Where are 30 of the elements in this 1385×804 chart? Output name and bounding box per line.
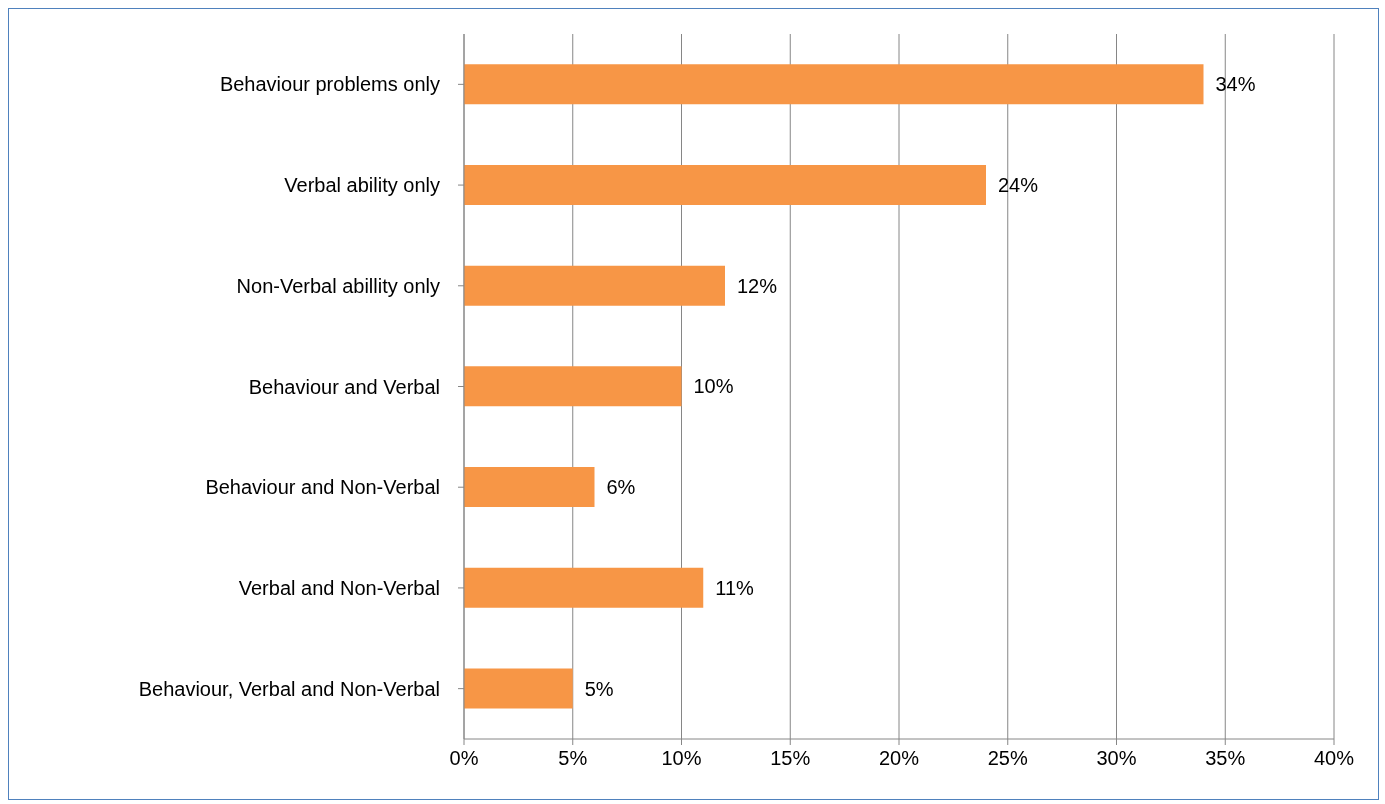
x-tick-label: 15%: [770, 747, 811, 770]
data-label: 6%: [606, 476, 636, 499]
bar: [464, 567, 704, 608]
x-tick-label: 35%: [1205, 747, 1246, 770]
data-label: 10%: [693, 375, 734, 398]
data-label: 12%: [737, 274, 778, 297]
x-tick-label: 0%: [449, 747, 479, 770]
data-label: 5%: [584, 677, 614, 700]
bar: [464, 467, 595, 508]
y-tick-label: Behaviour and Non-Verbal: [205, 476, 440, 499]
bar: [464, 668, 573, 709]
y-tick-label: Behaviour, Verbal and Non-Verbal: [138, 677, 440, 700]
y-tick-label: Behaviour and Verbal: [248, 375, 440, 398]
data-label: 11%: [715, 576, 755, 599]
data-label: 24%: [998, 174, 1039, 197]
x-tick-label: 20%: [878, 747, 920, 770]
y-tick-label: Verbal and Non-Verbal: [238, 577, 440, 600]
y-tick-label: Behaviour problems only: [219, 73, 440, 96]
data-label: 34%: [1215, 73, 1256, 96]
x-tick-label: 5%: [558, 747, 588, 770]
y-tick-label: Non-Verbal abillity only: [236, 274, 440, 297]
bar: [464, 64, 1204, 105]
x-tick-label: 25%: [987, 747, 1028, 770]
x-tick-label: 10%: [661, 747, 702, 770]
x-tick-label: 30%: [1096, 747, 1137, 770]
bar: [464, 366, 682, 407]
y-tick-label: Verbal ability only: [284, 174, 440, 197]
x-tick-label: 40%: [1313, 747, 1355, 770]
bar: [464, 265, 725, 306]
bar: [464, 164, 986, 205]
